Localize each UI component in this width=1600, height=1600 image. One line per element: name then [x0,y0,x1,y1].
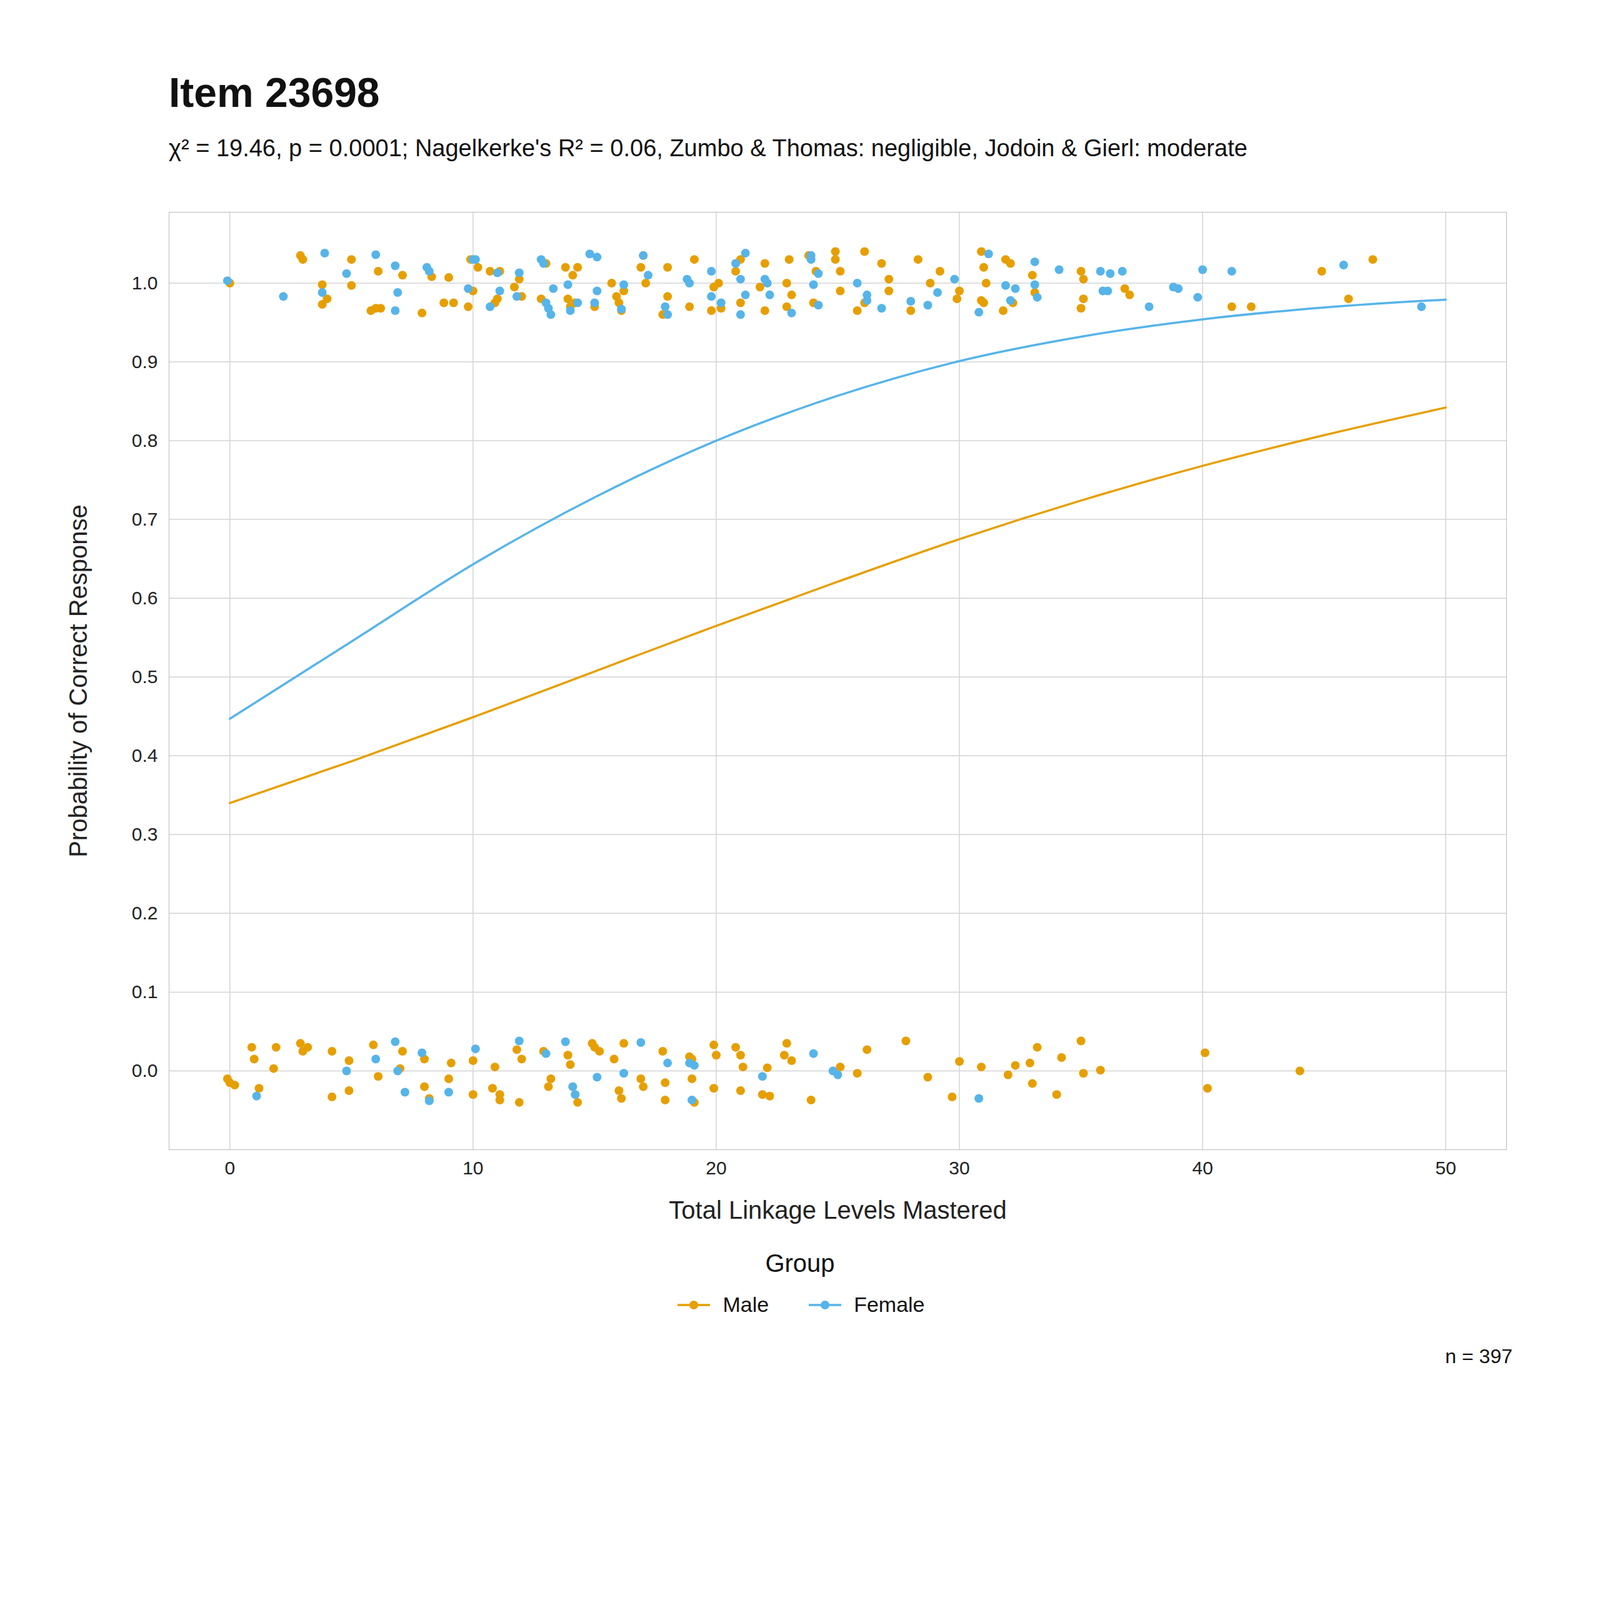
svg-text:0: 0 [224,1157,235,1179]
html-text:Item 23698: Item 23698 [168,69,380,116]
html-text:n = 397: n = 397 [1445,1344,1513,1368]
html-text:Female: Female [853,1292,925,1317]
svg-text:0.7: 0.7 [131,508,159,530]
svg-text:1.0: 1.0 [131,272,159,294]
svg-text:0.8: 0.8 [131,430,159,451]
html-text:χ² = 19.46, p = 0.0001; Nagelk: χ² = 19.46, p = 0.0001; Nagelkerke's R² … [168,135,1248,162]
html-text:Group: Group [765,1249,835,1277]
svg-text:0.1: 0.1 [131,981,159,1002]
svg-text:0.9: 0.9 [131,351,159,372]
svg-text:0.2: 0.2 [131,902,159,924]
svg-text:0.6: 0.6 [131,587,159,609]
svg-text:Probability of Correct Respons: Probability of Correct Response [64,504,92,858]
svg-text:0.3: 0.3 [131,823,159,845]
svg-text:40: 40 [1191,1157,1213,1179]
html-text:Male: Male [722,1292,769,1317]
svg-text:50: 50 [1435,1157,1457,1179]
svg-text:Total Linkage Levels Mastered: Total Linkage Levels Mastered [668,1196,1007,1224]
svg-text:0.5: 0.5 [131,666,159,687]
svg-text:10: 10 [462,1157,484,1179]
svg-text:0.4: 0.4 [131,745,159,766]
svg-text:0.0: 0.0 [131,1060,159,1081]
svg-text:20: 20 [705,1157,727,1179]
svg-text:30: 30 [948,1157,970,1179]
